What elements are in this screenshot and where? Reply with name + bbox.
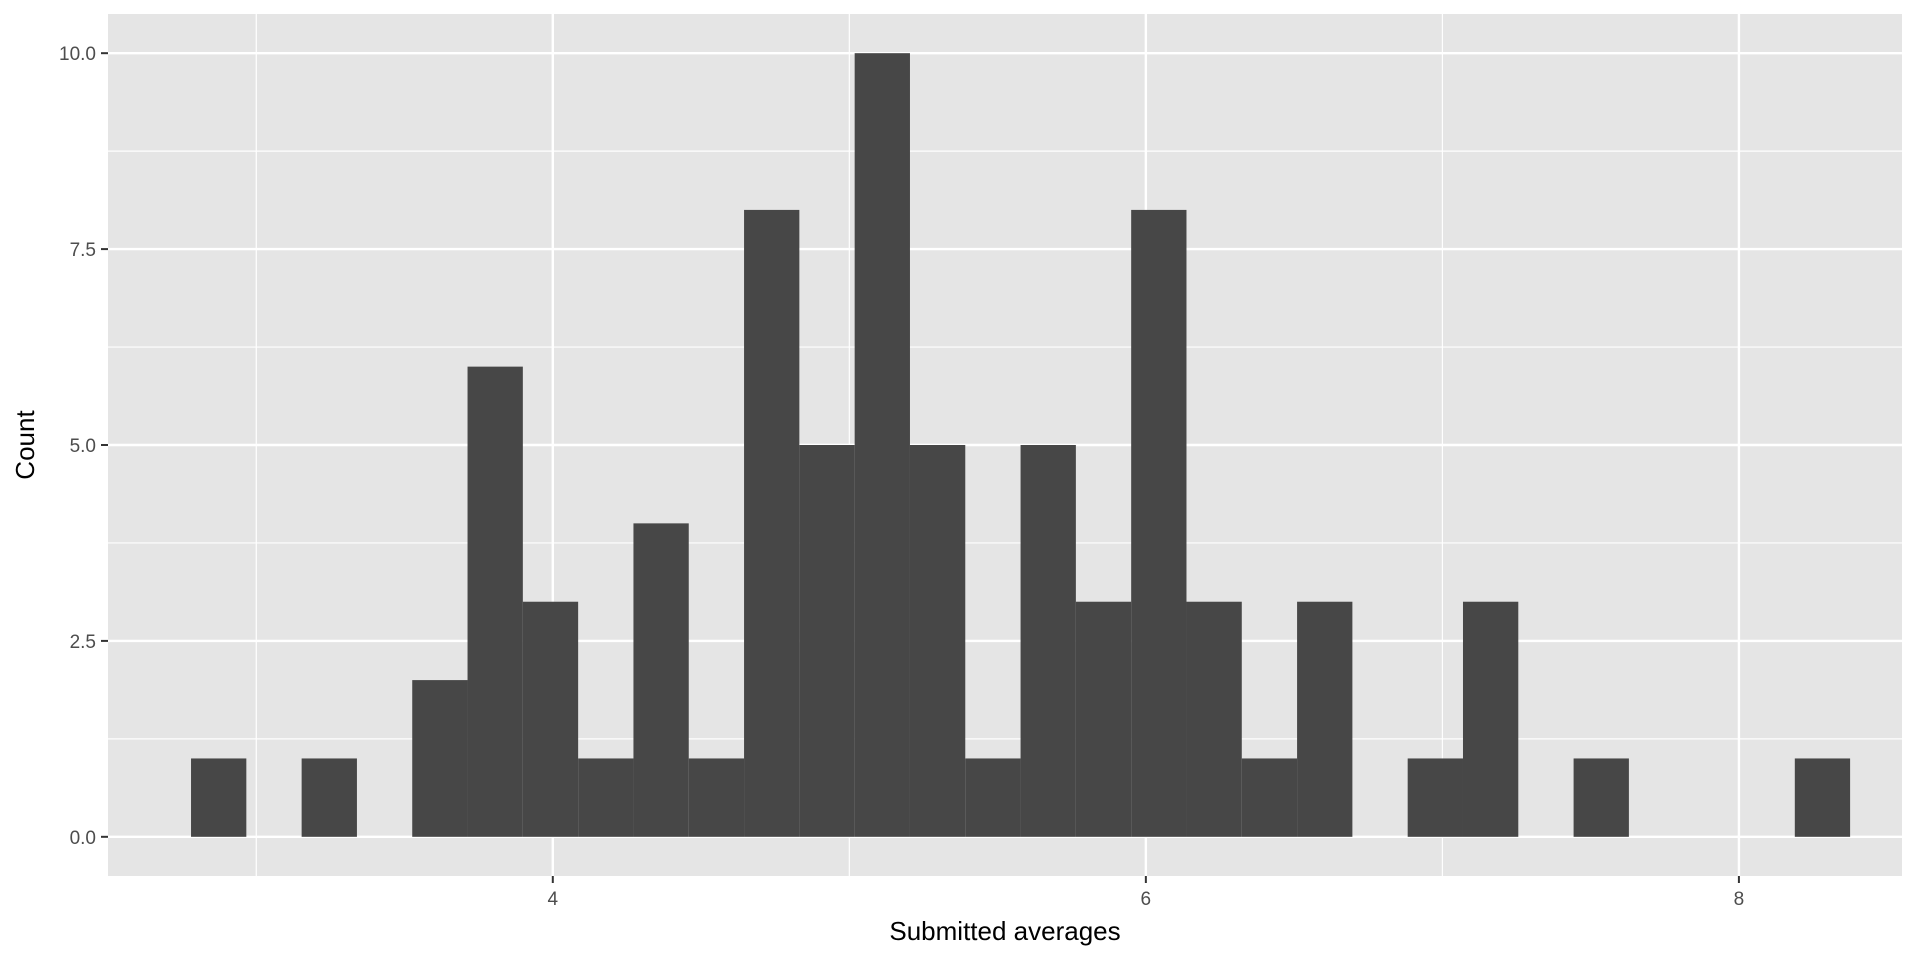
histogram-bar bbox=[191, 758, 247, 837]
y-tick-label: 2.5 bbox=[70, 632, 96, 653]
histogram-bar bbox=[1407, 758, 1463, 837]
histogram-bar bbox=[467, 366, 523, 837]
histogram-bar bbox=[965, 758, 1021, 837]
x-tick-label: 8 bbox=[1734, 889, 1745, 910]
histogram-bar bbox=[1020, 445, 1076, 837]
histogram-bar bbox=[522, 601, 579, 837]
x-axis: 4 6 8 bbox=[548, 876, 1745, 910]
y-axis: 0.0 2.5 5.0 7.5 10.0 bbox=[59, 44, 108, 849]
histogram-bar bbox=[301, 758, 357, 837]
y-axis-title: Count bbox=[10, 410, 40, 480]
histogram-bar bbox=[799, 445, 855, 837]
histogram-bar bbox=[744, 209, 800, 837]
histogram-bar bbox=[1131, 209, 1187, 837]
x-axis-title: Submitted averages bbox=[889, 916, 1120, 946]
histogram-bars bbox=[191, 53, 1851, 837]
histogram-bar bbox=[1794, 758, 1851, 837]
histogram-bar bbox=[1186, 601, 1242, 837]
histogram-bar bbox=[1241, 758, 1298, 837]
histogram-bar bbox=[633, 523, 689, 837]
histogram-bar bbox=[1297, 601, 1353, 837]
histogram-bar bbox=[578, 758, 634, 837]
y-tick-label: 7.5 bbox=[70, 240, 96, 261]
histogram-bar bbox=[1462, 601, 1519, 837]
y-tick-label: 0.0 bbox=[70, 828, 96, 849]
x-tick-label: 4 bbox=[548, 889, 559, 910]
histogram-bar bbox=[688, 758, 745, 837]
histogram-bar bbox=[854, 53, 910, 837]
y-tick-label: 5.0 bbox=[70, 436, 96, 457]
y-tick-label: 10.0 bbox=[59, 44, 96, 65]
histogram-bar bbox=[1075, 601, 1132, 837]
x-tick-label: 6 bbox=[1141, 889, 1152, 910]
histogram-bar bbox=[1573, 758, 1629, 837]
histogram-bar bbox=[412, 680, 468, 837]
histogram-bar bbox=[909, 445, 966, 837]
